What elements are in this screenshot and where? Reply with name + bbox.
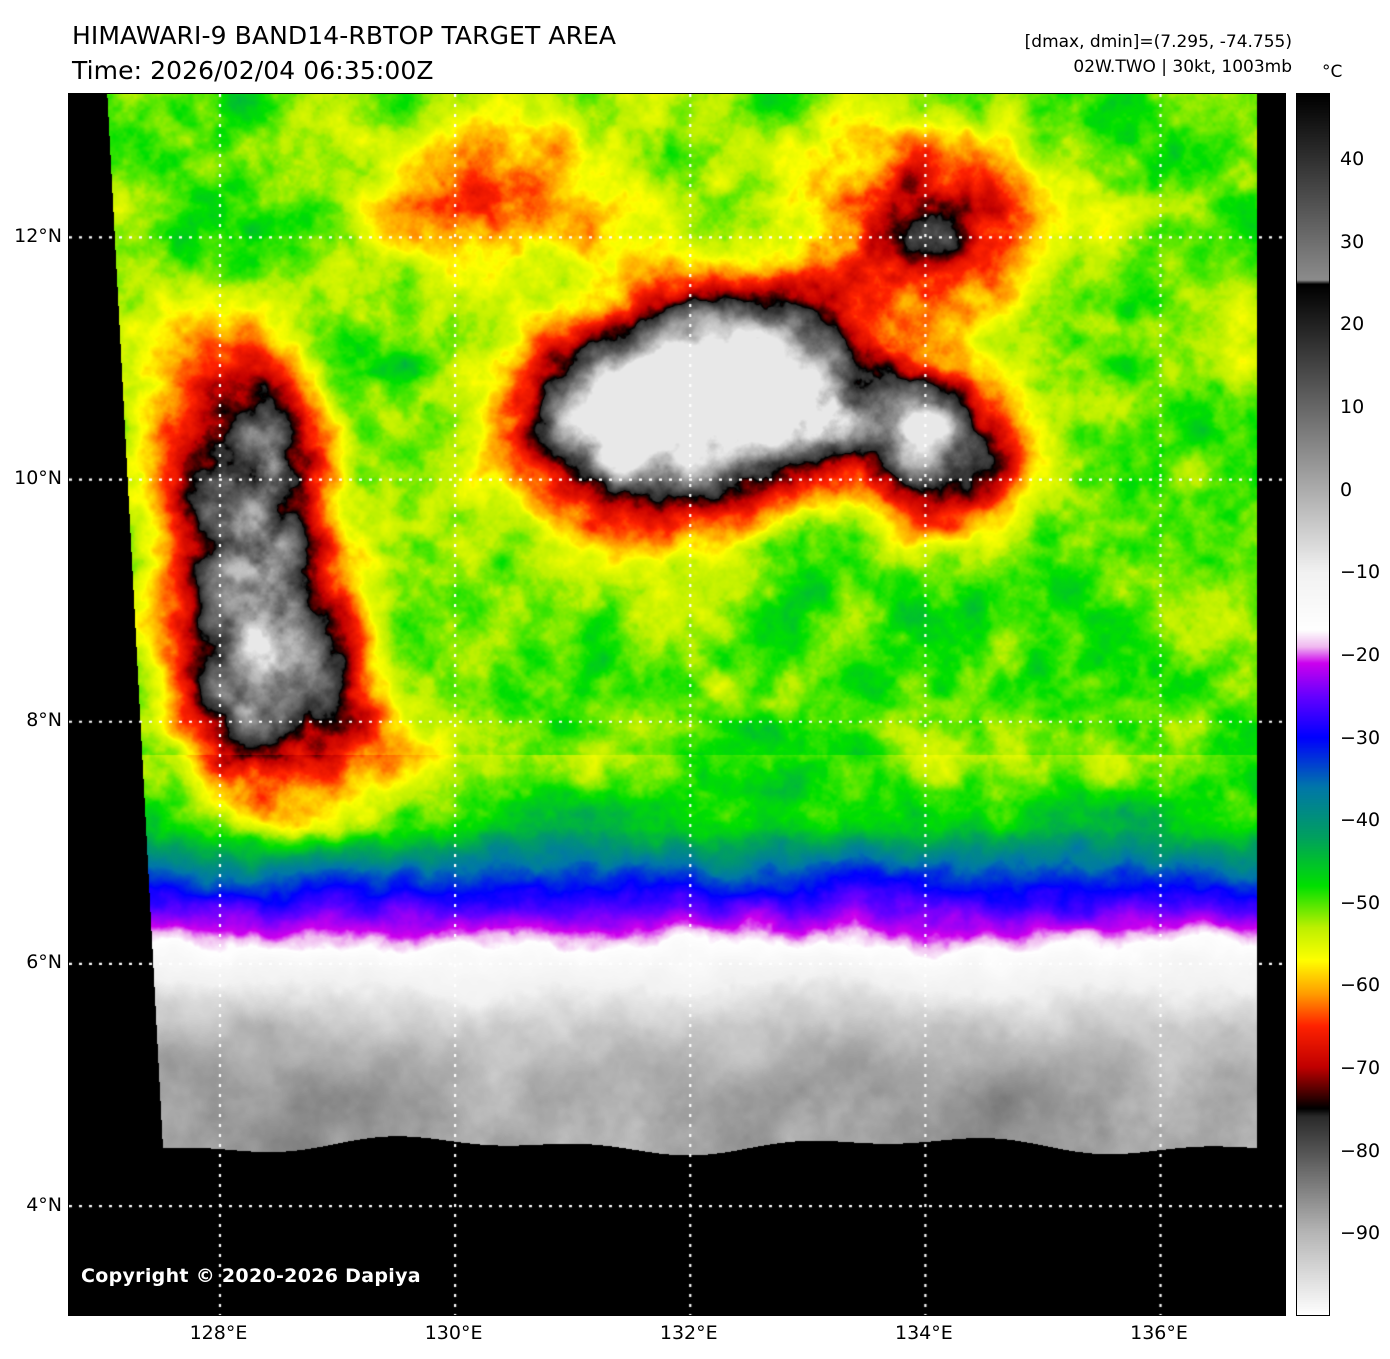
colorbar-tick-label: −90 bbox=[1340, 1222, 1381, 1245]
latitude-tick-label: 4°N bbox=[26, 1193, 62, 1216]
colorbar-tick-label: 0 bbox=[1340, 478, 1353, 501]
storm-info-label: 02W.TWO | 30kt, 1003mb bbox=[1073, 57, 1292, 77]
metadata-block: [dmax, dmin]=(7.295, -74.755) 02W.TWO | … bbox=[1025, 30, 1292, 80]
longitude-tick-label: 134°E bbox=[895, 1322, 953, 1344]
longitude-tick-label: 132°E bbox=[659, 1322, 718, 1344]
colorbar-unit-label: °C bbox=[1322, 62, 1343, 82]
colorbar-tick-label: −50 bbox=[1340, 891, 1381, 914]
colorbar-tick-label: −40 bbox=[1340, 809, 1381, 832]
longitude-tick-label: 136°E bbox=[1130, 1322, 1188, 1344]
longitude-tick-label: 128°E bbox=[189, 1322, 248, 1344]
longitude-tick-label: 130°E bbox=[424, 1322, 483, 1344]
colorbar-tick-label: −70 bbox=[1340, 1057, 1381, 1080]
product-title: HIMAWARI-9 BAND14-RBTOP TARGET AREA bbox=[72, 21, 617, 50]
colorbar-tick-label: 40 bbox=[1340, 148, 1365, 171]
colorbar-tick-label: 30 bbox=[1340, 230, 1365, 253]
colorbar-tick-label: 10 bbox=[1340, 396, 1365, 418]
observation-time: Time: 2026/02/04 06:35:00Z bbox=[72, 56, 434, 85]
colorbar-gradient bbox=[1296, 93, 1330, 1316]
copyright-notice: Copyright © 2020-2026 Dapiya bbox=[81, 1265, 421, 1287]
latitude-tick-label: 8°N bbox=[26, 709, 62, 732]
colorbar-tick-label: −30 bbox=[1340, 726, 1381, 749]
data-range-label: [dmax, dmin]=(7.295, -74.755) bbox=[1024, 32, 1292, 52]
colorbar-tick-label: −20 bbox=[1340, 643, 1381, 666]
colorbar-tick-label: 20 bbox=[1340, 313, 1365, 336]
latitude-tick-label: 6°N bbox=[26, 951, 62, 974]
colorbar-tick-label: −60 bbox=[1340, 974, 1381, 997]
colorbar-tick-label: −10 bbox=[1340, 561, 1381, 584]
satellite-imagery-plot[interactable]: Copyright © 2020-2026 Dapiya bbox=[68, 93, 1286, 1316]
latitude-tick-label: 12°N bbox=[14, 224, 62, 247]
colorbar-tick-label: −80 bbox=[1340, 1139, 1381, 1162]
latitude-tick-label: 10°N bbox=[14, 467, 62, 490]
colorbar[interactable] bbox=[1296, 93, 1330, 1316]
infrared-brightness-temperature-field bbox=[69, 94, 1285, 1315]
page-title: HIMAWARI-9 BAND14-RBTOP TARGET AREA Time… bbox=[72, 18, 616, 88]
